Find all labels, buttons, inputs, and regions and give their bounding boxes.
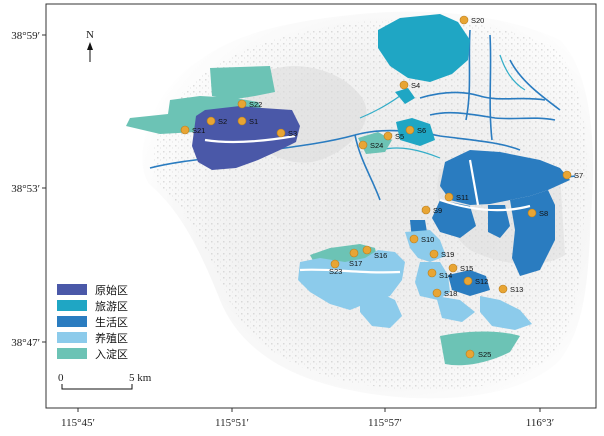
sampling-sites: S20 S4 S22 S2 S1 S21 S3 S6 S5 S24 S7 S11…	[180, 15, 583, 359]
site-S23: S23	[329, 259, 342, 276]
svg-text:入淀区: 入淀区	[95, 347, 128, 361]
svg-text:养殖区: 养殖区	[95, 331, 128, 345]
svg-text:S23: S23	[329, 267, 342, 276]
site-S9: S9	[421, 205, 442, 215]
legend-swatch	[57, 316, 87, 327]
legend-swatch	[57, 332, 87, 343]
scale-bar: 0 5 km	[58, 372, 152, 390]
svg-text:S12: S12	[475, 277, 488, 286]
zone-pristine	[192, 106, 300, 170]
site-S7: S7	[562, 170, 583, 180]
svg-text:S20: S20	[471, 16, 484, 25]
legend-swatch	[57, 300, 87, 311]
svg-text:S13: S13	[510, 285, 523, 294]
legend-swatch	[57, 348, 87, 359]
site-S12: S12	[463, 276, 488, 286]
x-tick-label: 115°51′	[215, 417, 249, 429]
river-channels	[149, 29, 576, 201]
svg-text:S8: S8	[539, 209, 548, 218]
site-S4: S4	[399, 80, 420, 90]
legend-item-aquaculture: 养殖区	[57, 331, 128, 345]
svg-text:S3: S3	[288, 129, 297, 138]
legend-item-pristine: 原始区	[57, 283, 128, 297]
svg-text:S25: S25	[478, 350, 491, 359]
y-tick-label: 38°53′	[11, 183, 40, 195]
site-S6: S6	[405, 125, 426, 135]
legend-swatch	[57, 284, 87, 295]
svg-text:S24: S24	[370, 141, 383, 150]
svg-text:S22: S22	[249, 100, 262, 109]
white-channels	[204, 134, 531, 274]
svg-text:S10: S10	[421, 235, 434, 244]
svg-text:S17: S17	[349, 259, 362, 268]
scale-end: 5 km	[129, 372, 152, 384]
legend-item-inflow: 入淀区	[57, 347, 128, 361]
site-S14: S14	[427, 268, 452, 280]
svg-text:生活区: 生活区	[95, 315, 128, 329]
site-S22: S22	[237, 99, 262, 109]
x-tick-labels: 115°45′ 115°51′ 115°57′ 116°3′	[61, 417, 554, 429]
site-S25: S25	[465, 349, 491, 359]
svg-text:旅游区: 旅游区	[95, 299, 128, 313]
y-tick-label: 38°59′	[11, 30, 40, 42]
svg-text:S14: S14	[439, 271, 452, 280]
y-tick-labels: 38°59′ 38°53′ 38°47′	[11, 30, 40, 349]
x-tick-label: 115°57′	[368, 417, 402, 429]
site-S2: S2	[206, 116, 227, 126]
site-S13: S13	[498, 284, 523, 294]
site-S8: S8	[527, 208, 548, 218]
legend: 原始区 旅游区 生活区 养殖区 入淀区	[57, 283, 128, 361]
scale-start: 0	[58, 372, 64, 384]
y-tick-label: 38°47′	[11, 337, 40, 349]
svg-text:S15: S15	[460, 264, 473, 273]
site-S15: S15	[448, 263, 473, 273]
svg-text:S9: S9	[433, 206, 442, 215]
north-label: N	[86, 29, 94, 41]
site-S19: S19	[429, 249, 454, 259]
svg-text:原始区: 原始区	[95, 283, 128, 297]
site-S21: S21	[180, 125, 205, 135]
site-S16: S16	[362, 245, 387, 260]
site-S11: S11	[444, 192, 469, 202]
svg-text:S11: S11	[456, 193, 469, 202]
north-arrow: N	[86, 29, 94, 62]
legend-item-living: 生活区	[57, 315, 128, 329]
site-S5: S5	[383, 131, 404, 141]
svg-text:S21: S21	[192, 126, 205, 135]
svg-text:S19: S19	[441, 250, 454, 259]
site-S20: S20	[459, 15, 484, 25]
site-S10: S10	[409, 234, 434, 244]
svg-text:S1: S1	[249, 117, 258, 126]
svg-text:S4: S4	[411, 81, 420, 90]
x-tick-label: 116°3′	[526, 417, 554, 429]
zone-tourism	[378, 14, 470, 146]
axis-ticks	[42, 34, 541, 412]
svg-text:S7: S7	[574, 171, 583, 180]
svg-text:S5: S5	[395, 132, 404, 141]
site-S24: S24	[358, 140, 383, 150]
x-tick-label: 115°45′	[61, 417, 95, 429]
site-S3: S3	[276, 128, 297, 138]
svg-text:S16: S16	[374, 251, 387, 260]
site-S18: S18	[432, 288, 457, 298]
svg-text:S2: S2	[218, 117, 227, 126]
site-S17: S17	[349, 248, 362, 268]
site-S1: S1	[237, 116, 258, 126]
svg-text:S18: S18	[444, 289, 457, 298]
legend-item-tourism: 旅游区	[57, 299, 128, 313]
svg-text:S6: S6	[417, 126, 426, 135]
